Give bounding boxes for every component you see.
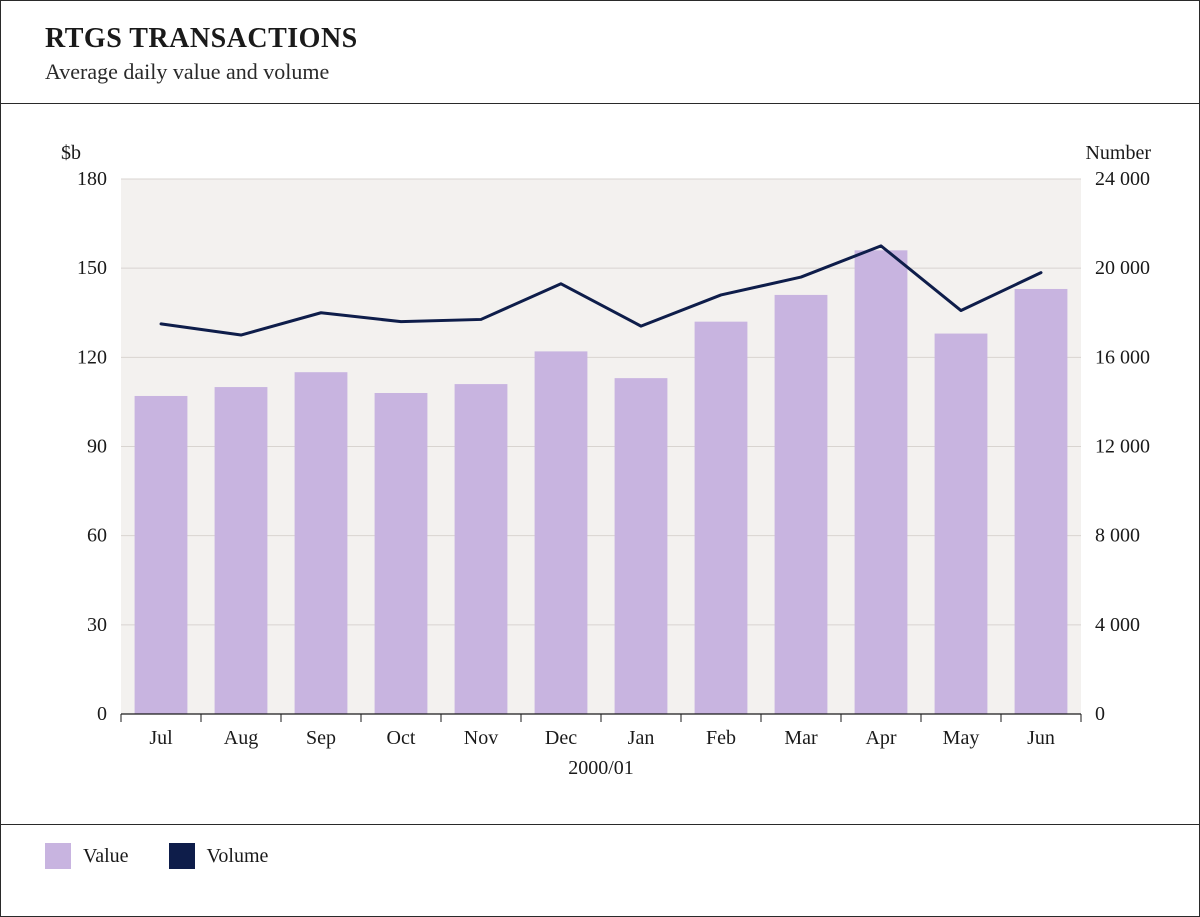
- svg-text:30: 30: [87, 614, 107, 636]
- chart-svg: 0 0 30 4 000 60 8 000 90 12 000 120 16 000 150 20 0…: [1, 104, 1200, 824]
- svg-text:16 000: 16 000: [1095, 346, 1150, 368]
- bar: [615, 378, 668, 714]
- bar: [295, 372, 348, 714]
- svg-text:20 000: 20 000: [1095, 257, 1150, 279]
- svg-text:24 000: 24 000: [1095, 168, 1150, 190]
- svg-text:8 000: 8 000: [1095, 525, 1140, 547]
- legend-label-volume: Volume: [207, 845, 269, 868]
- svg-text:Dec: Dec: [545, 727, 577, 749]
- svg-text:150: 150: [77, 257, 107, 279]
- legend-item-volume: Volume: [169, 843, 269, 869]
- svg-text:0: 0: [97, 703, 107, 725]
- bar: [215, 387, 268, 714]
- chart-title: RTGS TRANSACTIONS: [45, 23, 1155, 55]
- chart-card: RTGS TRANSACTIONS Average daily value an…: [0, 0, 1200, 917]
- svg-text:May: May: [943, 727, 980, 749]
- svg-text:2000/01: 2000/01: [568, 757, 634, 779]
- svg-text:120: 120: [77, 346, 107, 368]
- svg-text:Number: Number: [1085, 142, 1151, 164]
- bar: [775, 295, 828, 714]
- bar: [375, 393, 428, 714]
- svg-text:12 000: 12 000: [1095, 436, 1150, 458]
- bar: [1015, 289, 1068, 714]
- svg-text:4 000: 4 000: [1095, 614, 1140, 636]
- svg-text:$b: $b: [61, 142, 81, 164]
- legend-swatch-volume: [169, 843, 195, 869]
- svg-text:Jul: Jul: [149, 727, 173, 749]
- bar: [695, 322, 748, 714]
- svg-text:Aug: Aug: [224, 727, 258, 749]
- svg-text:Feb: Feb: [706, 727, 736, 749]
- chart-subtitle: Average daily value and volume: [45, 59, 1155, 85]
- legend-label-value: Value: [83, 845, 129, 868]
- svg-text:Mar: Mar: [784, 727, 818, 749]
- chart-header: RTGS TRANSACTIONS Average daily value an…: [1, 1, 1199, 104]
- svg-text:Oct: Oct: [387, 727, 416, 749]
- svg-text:Jan: Jan: [628, 727, 655, 749]
- chart-legend: Value Volume: [1, 824, 1199, 887]
- legend-item-value: Value: [45, 843, 129, 869]
- bar: [135, 396, 188, 714]
- bar: [455, 384, 508, 714]
- svg-text:Nov: Nov: [464, 727, 498, 749]
- bar: [855, 250, 908, 714]
- bar: [535, 351, 588, 714]
- svg-text:Jun: Jun: [1027, 727, 1055, 749]
- svg-text:60: 60: [87, 525, 107, 547]
- chart-area: 0 0 30 4 000 60 8 000 90 12 000 120 16 000 150 20 0…: [1, 104, 1199, 824]
- bar: [935, 334, 988, 714]
- svg-text:Apr: Apr: [865, 727, 896, 749]
- svg-text:90: 90: [87, 436, 107, 458]
- legend-swatch-value: [45, 843, 71, 869]
- svg-text:Sep: Sep: [306, 727, 336, 749]
- svg-text:0: 0: [1095, 703, 1105, 725]
- svg-text:180: 180: [77, 168, 107, 190]
